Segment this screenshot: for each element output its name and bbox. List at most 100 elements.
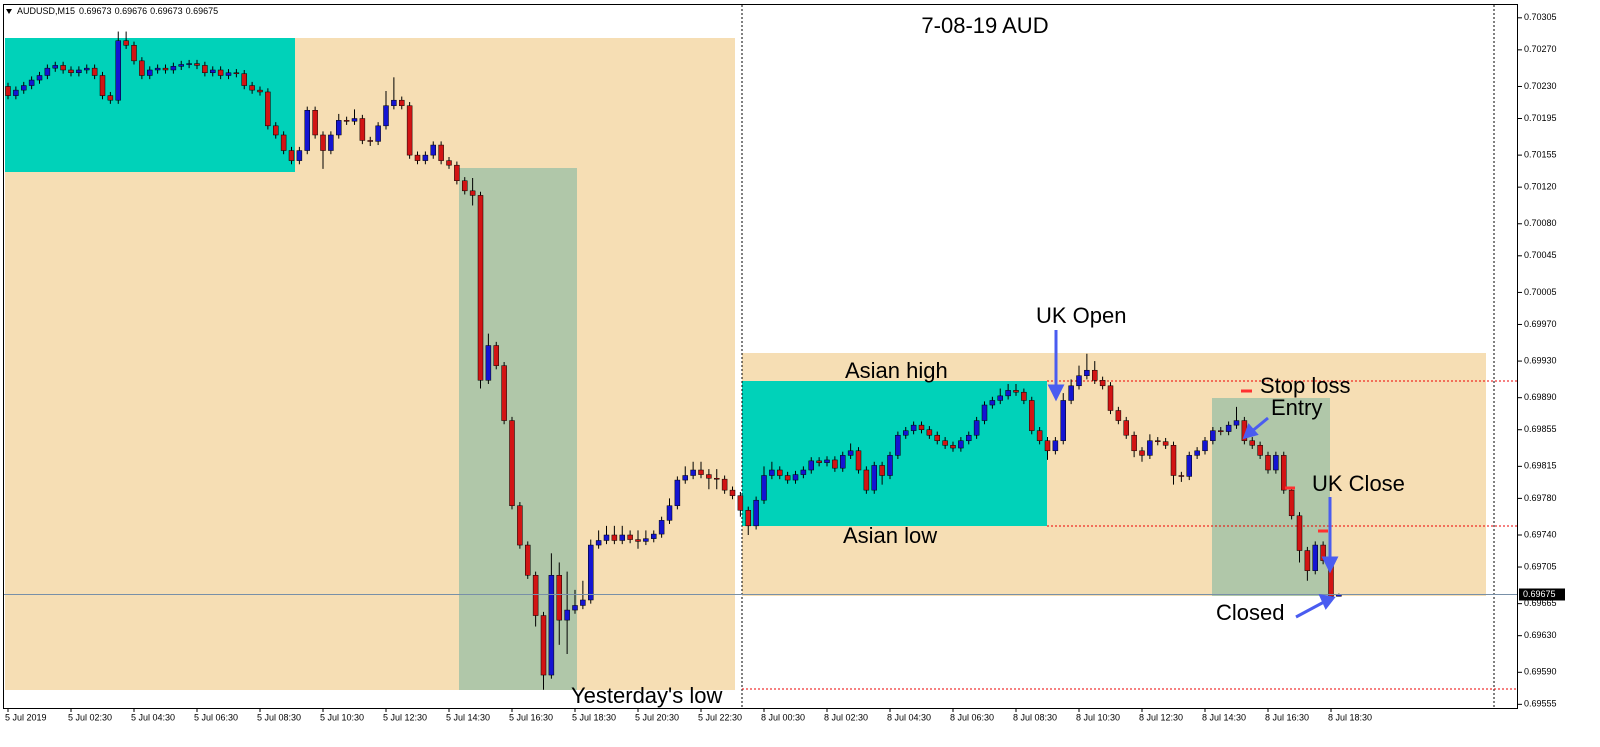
candle-body [816,460,822,463]
candle-body [154,67,161,71]
x-tick-label: 8 Jul 16:30 [1265,712,1309,722]
y-tick-label: 0.70120 [1524,182,1557,192]
candle-body [1068,385,1074,401]
candle-body [1107,385,1114,411]
annotation: UK Close [1312,471,1405,496]
x-tick-label: 5 Jul 06:30 [194,712,238,722]
x-tick-label: 5 Jul 20:30 [635,712,679,722]
candle-body [343,120,350,122]
y-tick-label: 0.69855 [1524,424,1557,434]
y-tick-label: 0.69705 [1524,561,1557,571]
candle-body [1186,455,1192,477]
candle-body [52,65,58,69]
candle-body [1233,420,1240,426]
candle-body [792,474,799,481]
arrow-head [1321,556,1339,574]
arrow-head [1242,423,1259,440]
header-low: 0.69673 [150,6,183,16]
candle-body [210,69,216,73]
candle-body [981,404,988,421]
candle-body [147,69,153,76]
candle-body [265,91,271,127]
y-tick-label: 0.69590 [1524,667,1557,677]
symbol: AUDUSD,M15 [17,6,75,16]
candle-body [280,134,287,151]
candle-body [603,534,610,541]
candle-body [68,69,74,73]
candle-body [973,420,980,436]
candle-body [249,85,255,91]
x-tick-label: 8 Jul 04:30 [887,712,931,722]
candle-body [580,599,586,606]
y-tick-label: 0.70305 [1524,12,1557,22]
x-tick-label: 8 Jul 12:30 [1139,712,1183,722]
candle-body [651,533,657,539]
candle-body [517,505,523,546]
asian-zone [742,381,1047,526]
candle-body [493,345,499,366]
candle-body [225,72,232,76]
y-tick-label: 0.69630 [1524,630,1557,640]
candle-body [824,459,830,463]
candle-body [367,140,373,142]
candle-body [509,420,515,506]
candle-body [863,469,870,491]
candle-body [462,180,468,192]
trade-zone [1212,398,1330,596]
candle-body [611,534,618,541]
y-tick-label: 0.69555 [1524,699,1557,709]
y-tick-label: 0.69740 [1524,529,1557,539]
candle-body [202,65,208,73]
candle-body [1013,390,1019,393]
candle-body [800,469,807,475]
header-high: 0.69676 [115,6,148,16]
x-tick-label: 8 Jul 14:30 [1202,712,1246,722]
candle-body [1281,455,1287,491]
candle-body [5,86,11,96]
candle-body [871,465,877,491]
candle-body [477,195,484,381]
x-tick-label: 5 Jul 14:30 [446,712,490,722]
candle-body [91,67,98,76]
candle-body [1218,430,1224,432]
candle-body [627,534,633,540]
candle-body [595,540,602,546]
candle-body [564,609,570,621]
candle-body [359,118,366,141]
candle-body [1060,400,1066,441]
candle-body [36,75,43,81]
candle-body [784,475,791,481]
candle-body [312,110,318,136]
x-tick-label: 5 Jul 16:30 [509,712,553,722]
candle-body [178,64,184,67]
marks [3,31,1518,690]
candle-body [1296,515,1303,551]
candle-body [422,154,429,161]
candle-body [1312,544,1318,571]
x-tick-label: 5 Jul 10:30 [320,712,364,722]
annotation: UK Open [1036,303,1127,328]
candle-body [1092,369,1098,381]
annotation: Asian high [845,358,948,383]
candle-body [840,455,846,469]
candle-body [619,534,625,541]
candle-body [926,429,933,436]
candle-body [336,120,342,136]
x-tick-label: 8 Jul 18:30 [1328,712,1372,722]
x-tick-label: 5 Jul 2019 [5,712,47,722]
candle-body [753,499,759,527]
candle-body [698,469,704,475]
candle-body [1052,440,1059,452]
candle-body [1005,390,1011,397]
annotation: Stop loss [1260,373,1351,398]
candle-body [1029,400,1035,431]
candle-body [910,424,917,431]
candle-body [958,440,964,449]
candle-body [903,430,909,436]
candle-body [13,89,19,96]
candle-body [556,575,562,621]
candle-body [887,455,893,476]
x-tick-label: 8 Jul 08:30 [1013,712,1057,722]
y-tick-label: 0.70005 [1524,287,1557,297]
candle-body [737,495,744,511]
